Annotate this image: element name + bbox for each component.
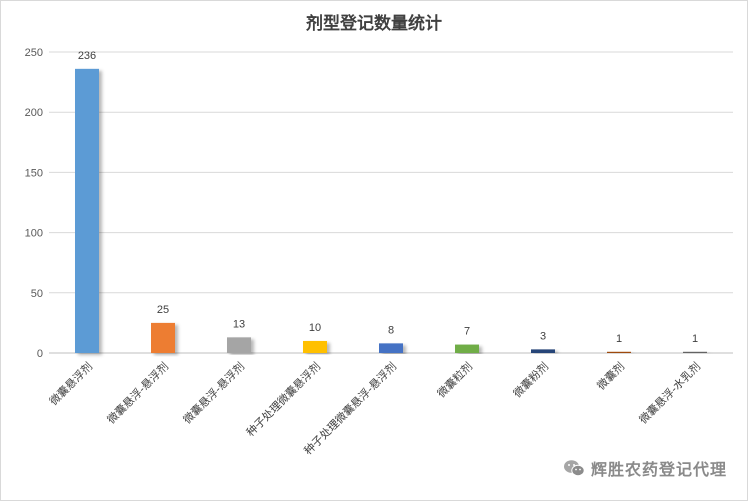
wechat-icon [563,460,585,477]
bar [151,322,175,353]
data-labels: 236 25 13 10 8 7 3 1 1 [78,50,698,345]
data-label: 3 [540,330,546,342]
bar [379,343,403,353]
data-label: 7 [464,326,470,338]
data-label: 236 [78,50,96,62]
x-category-label: 微囊悬浮剂 [46,359,95,408]
gridlines [49,51,733,354]
x-category-label: 种子处理微囊悬浮剂 [243,359,323,439]
watermark: 辉胜农药登记代理 [563,456,727,480]
data-label: 13 [233,318,245,330]
x-category-label: 微囊粉剂 [510,359,551,400]
bar [607,351,631,353]
x-category-label: 微囊悬浮-水乳剂 [636,359,703,426]
data-label: 1 [692,333,698,345]
x-category-label: 微囊剂 [594,359,627,392]
bar [227,337,251,353]
y-tick-label: 150 [25,167,43,179]
x-axis-categories: 微囊悬浮剂 微囊悬浮-悬浮剂 微囊悬浮-悬浮剂种子处理微囊悬浮剂种子处理微囊悬浮-悬… [46,359,703,457]
bar [531,349,555,353]
x-category-label: 微囊悬浮-悬浮剂 [104,359,171,426]
bars [75,68,707,353]
data-label: 1 [616,333,622,345]
y-tick-label: 100 [25,228,43,240]
chart-title: 剂型登记数量统计 [306,13,442,34]
data-label: 10 [309,322,321,334]
bar [303,340,327,353]
y-axis-ticks: 0 50 100 150 200 250 [25,47,43,360]
x-category-label: 微囊悬浮-悬浮剂 [180,359,247,426]
y-tick-label: 50 [31,288,43,300]
x-category-label: 微囊粒剂 [434,359,475,400]
bar [683,351,707,353]
y-tick-label: 0 [37,348,43,360]
watermark-text: 辉胜农药登记代理 [590,460,727,479]
data-label: 25 [157,304,169,316]
y-tick-label: 250 [25,47,43,59]
y-tick-label: 200 [25,107,43,119]
bar [75,68,99,353]
data-label: 8 [388,324,394,336]
bar [455,344,479,353]
